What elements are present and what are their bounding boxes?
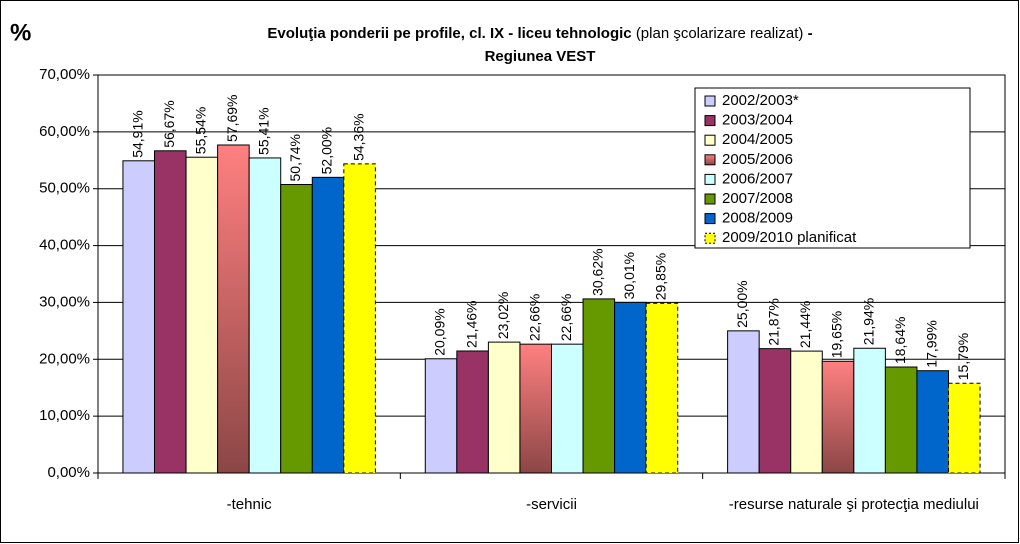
legend-label: 2003/2004 xyxy=(722,112,793,129)
bar xyxy=(821,360,855,474)
value-label: 54,91% xyxy=(129,110,145,157)
bar xyxy=(790,350,823,474)
y-tick-label: 30,00% xyxy=(39,293,90,310)
value-label: 25,00% xyxy=(734,280,750,327)
title-part: (plan şcolarizare realizat) xyxy=(636,25,804,42)
value-label: 30,01% xyxy=(621,252,637,299)
bar xyxy=(311,176,345,474)
bar xyxy=(727,330,760,474)
bar xyxy=(424,358,458,474)
value-label: 56,67% xyxy=(161,100,177,147)
value-label: 21,44% xyxy=(797,301,813,348)
y-tick-label: 70,00% xyxy=(39,66,90,83)
bar xyxy=(645,302,679,474)
x-tick-label: -resurse naturale şi protecţia mediului xyxy=(729,496,979,513)
chart-title: Regiunea VEST xyxy=(485,48,596,65)
bar xyxy=(884,366,918,474)
y-tick-label: 0,00% xyxy=(47,464,90,481)
value-label: 30,62% xyxy=(590,248,606,295)
y-tick-label: 20,00% xyxy=(39,350,90,367)
title-part: Evoluţia ponderii pe profile, cl. IX - l… xyxy=(267,25,631,42)
value-label: 52,00% xyxy=(319,127,335,174)
legend-label: 2002/2003* xyxy=(722,92,799,109)
value-label: 54,36% xyxy=(350,113,366,160)
bar xyxy=(122,160,155,474)
value-label: 20,09% xyxy=(432,308,448,355)
bar xyxy=(248,157,282,474)
legend-swatch xyxy=(704,134,716,146)
legend-swatch xyxy=(704,232,716,244)
value-label: 21,87% xyxy=(766,298,782,345)
legend-label: 2009/2010 planificat xyxy=(722,229,857,246)
value-label: 55,54% xyxy=(193,107,209,154)
bar xyxy=(519,343,553,474)
legend-label: 2004/2005 xyxy=(722,131,793,148)
value-label: 17,99% xyxy=(923,320,939,367)
value-label: 29,85% xyxy=(653,253,669,300)
value-label: 22,66% xyxy=(558,294,574,341)
bar xyxy=(487,341,521,474)
bar xyxy=(853,347,886,474)
title-part: - xyxy=(808,25,813,42)
legend xyxy=(694,87,971,249)
bar xyxy=(582,298,616,474)
y-tick-label: 60,00% xyxy=(39,123,90,140)
value-label: 50,74% xyxy=(287,134,303,181)
bar xyxy=(551,343,584,474)
bar xyxy=(456,350,489,474)
bar xyxy=(916,370,950,474)
y-axis-label: % xyxy=(10,19,31,46)
bar xyxy=(614,301,647,474)
bar xyxy=(948,382,981,474)
value-label: 23,02% xyxy=(495,292,511,339)
legend-label: 2005/2006 xyxy=(722,151,793,168)
value-label: 57,69% xyxy=(224,95,240,142)
legend-swatch xyxy=(704,193,716,205)
legend-label: 2007/2008 xyxy=(722,190,793,207)
bar xyxy=(758,348,792,474)
legend-swatch xyxy=(704,95,716,107)
bar xyxy=(185,156,219,474)
value-label: 19,65% xyxy=(829,311,845,358)
legend-label: 2008/2009 xyxy=(722,210,793,227)
x-tick-label: -tehnic xyxy=(227,496,273,513)
value-label: 55,41% xyxy=(256,107,272,154)
legend-swatch xyxy=(704,213,716,225)
bar xyxy=(343,163,376,474)
value-label: 22,66% xyxy=(526,294,542,341)
value-label: 21,46% xyxy=(463,301,479,348)
value-label: 18,64% xyxy=(892,317,908,364)
y-tick-label: 40,00% xyxy=(39,237,90,254)
chart-title: Evoluţia ponderii pe profile, cl. IX - l… xyxy=(267,25,812,42)
value-label: 15,79% xyxy=(955,333,971,380)
bar xyxy=(153,150,187,474)
value-label: 21,94% xyxy=(860,298,876,345)
bar xyxy=(217,144,250,474)
x-tick-label: -servicii xyxy=(526,496,577,513)
legend-label: 2006/2007 xyxy=(722,170,793,187)
legend-swatch xyxy=(704,173,716,185)
y-tick-label: 50,00% xyxy=(39,180,90,197)
y-tick-label: 10,00% xyxy=(39,407,90,424)
bar xyxy=(280,184,313,474)
legend-swatch xyxy=(704,154,716,166)
legend-swatch xyxy=(704,115,716,127)
